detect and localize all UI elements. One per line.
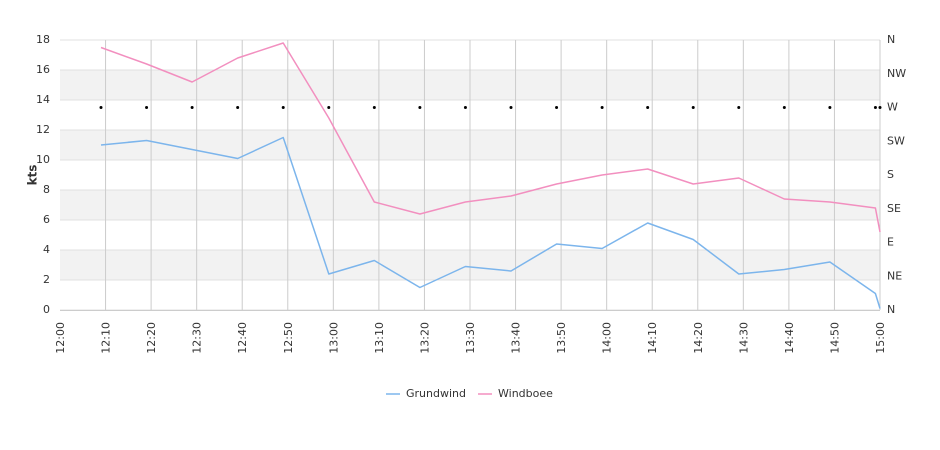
y-tick-label: 10 <box>36 153 50 166</box>
right-axis-label: W <box>887 101 898 114</box>
direction-marker <box>782 106 786 109</box>
y-tick-label: 0 <box>43 303 50 316</box>
y-axis-ticks: 0 2 4 6 8 10 12 14 16 18 <box>36 33 50 316</box>
direction-marker <box>600 106 604 109</box>
right-axis-label: NW <box>887 67 906 80</box>
right-axis-label: N <box>887 303 895 316</box>
y-tick-label: 12 <box>36 123 50 136</box>
x-tick-label: 14:20 <box>692 322 705 354</box>
x-tick-label: 13:40 <box>510 322 523 354</box>
x-tick-label: 12:10 <box>100 322 113 354</box>
series-lines <box>100 42 881 309</box>
direction-marker <box>691 106 695 109</box>
legend-label: Windboee <box>498 387 553 400</box>
direction-marker <box>281 106 285 109</box>
x-tick-label: 13:30 <box>464 322 477 354</box>
direction-marker <box>646 106 650 109</box>
x-tick-label: 14:40 <box>783 322 796 354</box>
y-tick-label: 2 <box>43 273 50 286</box>
right-axis-label: S <box>887 168 894 181</box>
right-axis-label: SE <box>887 202 901 215</box>
direction-marker <box>99 106 103 109</box>
x-tick-label: 14:50 <box>828 322 841 354</box>
x-tick-label: 14:30 <box>737 322 750 354</box>
direction-marker <box>878 106 882 109</box>
x-tick-label: 13:20 <box>418 322 431 354</box>
x-tick-label: 12:30 <box>191 322 204 354</box>
direction-markers <box>99 106 882 109</box>
right-axis-label: SW <box>887 134 905 147</box>
direction-marker <box>463 106 467 109</box>
legend-item[interactable]: Grundwind <box>386 387 466 400</box>
x-tick-label: 15:00 <box>874 322 887 354</box>
x-tick-label: 13:50 <box>555 322 568 354</box>
direction-marker <box>509 106 513 109</box>
right-axis-label: NE <box>887 269 902 282</box>
x-axis-ticks: 12:00 12:10 12:20 12:30 12:40 12:50 13:00 13:10… <box>54 322 887 354</box>
x-tick-label: 12:00 <box>54 322 67 354</box>
legend: Grundwind Windboee <box>386 387 553 400</box>
x-tick-label: 12:40 <box>236 322 249 354</box>
direction-marker <box>145 106 149 109</box>
right-axis-label: N <box>887 33 895 46</box>
y-tick-label: 14 <box>36 93 50 106</box>
y-tick-label: 4 <box>43 243 50 256</box>
direction-marker <box>737 106 741 109</box>
y-tick-label: 16 <box>36 63 50 76</box>
direction-marker <box>873 106 877 109</box>
direction-marker <box>555 106 559 109</box>
direction-marker <box>418 106 422 109</box>
direction-marker <box>828 106 832 109</box>
x-tick-label: 13:00 <box>327 322 340 354</box>
legend-item[interactable]: Windboee <box>478 387 553 400</box>
direction-marker <box>372 106 376 109</box>
direction-marker <box>327 106 331 109</box>
direction-marker <box>236 106 240 109</box>
x-tick-label: 13:10 <box>373 322 386 354</box>
right-axis-label: E <box>887 236 894 249</box>
y-tick-label: 6 <box>43 213 50 226</box>
y-tick-label: 8 <box>43 183 50 196</box>
x-tick-label: 14:10 <box>646 322 659 354</box>
series-line <box>100 42 881 233</box>
x-tick-label: 12:20 <box>145 322 158 354</box>
legend-label: Grundwind <box>406 387 466 400</box>
x-tick-label: 12:50 <box>282 322 295 354</box>
direction-marker <box>190 106 194 109</box>
x-tick-label: 14:00 <box>601 322 614 354</box>
y-axis-label: kts <box>26 165 40 186</box>
series-line <box>100 136 881 309</box>
right-axis-ticks: N NE E SE S SW W NW N <box>887 33 906 316</box>
y-tick-label: 18 <box>36 33 50 46</box>
